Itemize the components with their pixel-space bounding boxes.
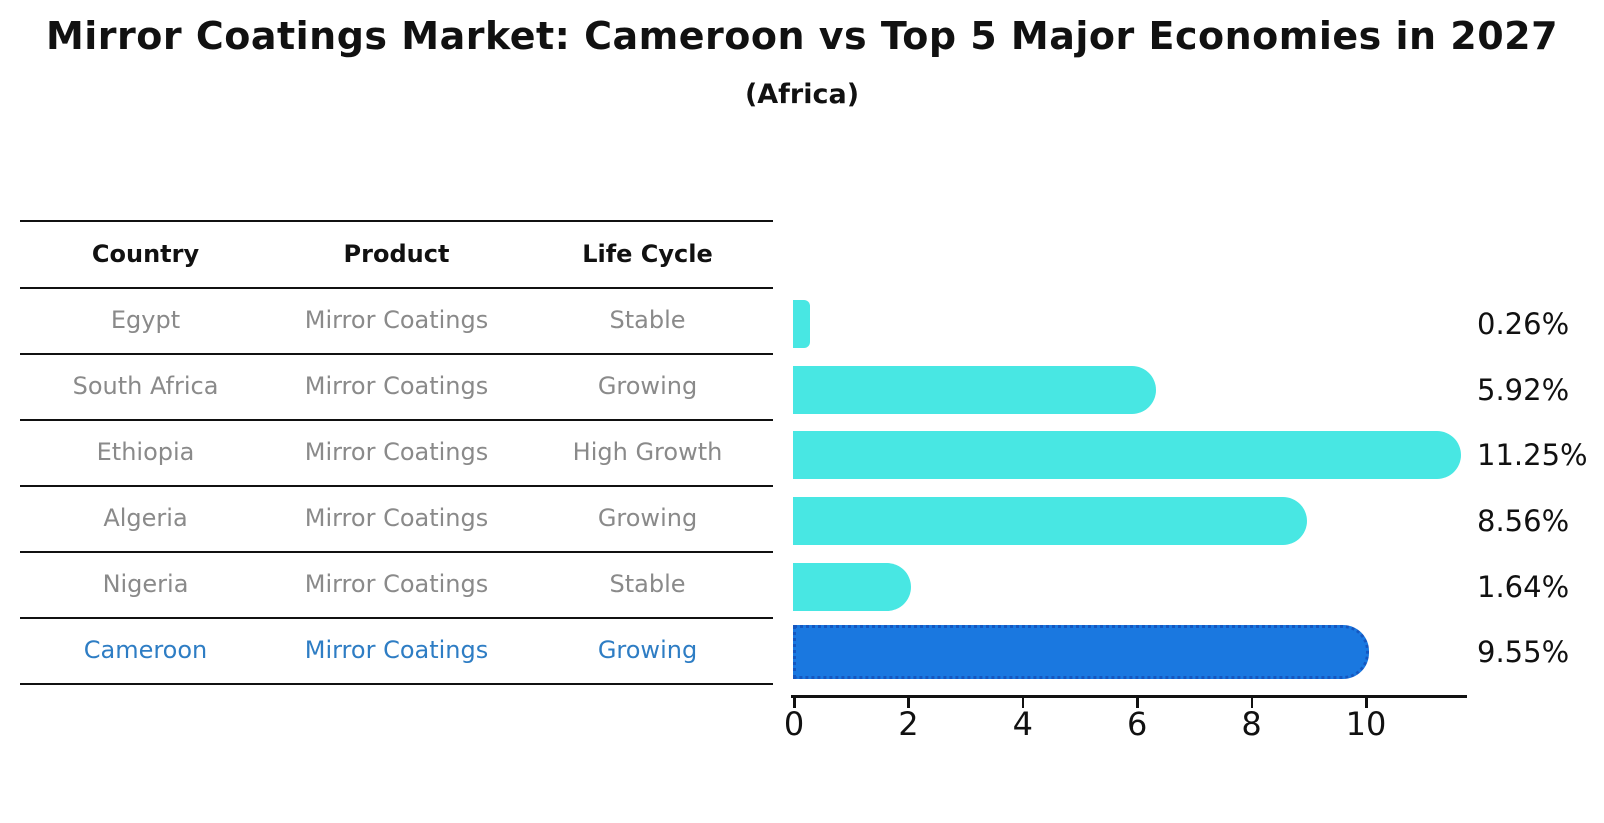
country-table: Country Product Life Cycle Egypt Mirror C… [20,220,773,685]
cell-country: Cameroon [83,636,208,664]
cell-product: Mirror Coatings [304,438,489,466]
cell-product: Mirror Coatings [304,504,489,532]
cell-country: Nigeria [102,570,189,598]
table-row-egypt: Egypt Mirror Coatings Stable [20,289,773,355]
table-row-ethiopia: Ethiopia Mirror Coatings High Growth [20,421,773,487]
x-tick [1365,698,1368,708]
x-axis-line [791,695,1467,698]
column-header-country: Country [91,240,200,268]
column-header-product: Product [343,240,450,268]
x-tick [793,698,796,708]
table-row-nigeria: Nigeria Mirror Coatings Stable [20,553,773,619]
table-header-row: Country Product Life Cycle [20,220,773,289]
cell-life-cycle: Growing [597,372,698,400]
x-tick [1136,698,1139,708]
bar-south-africa [793,365,1156,414]
value-label-cameroon: 9.55% [1477,635,1570,670]
column-header-lifecycle: Life Cycle [582,240,713,268]
cell-product: Mirror Coatings [304,636,489,664]
cell-life-cycle: Stable [609,570,686,598]
table-row-algeria: Algeria Mirror Coatings Growing [20,487,773,553]
cell-country: Ethiopia [96,438,195,466]
value-label-egypt: 0.26% [1477,306,1570,341]
table-row-south-africa: South Africa Mirror Coatings Growing [20,355,773,421]
x-tick-label: 0 [783,705,805,743]
cell-country: Egypt [110,306,181,334]
bar-cameroon [793,625,1370,680]
bar-algeria [793,496,1307,545]
cell-product: Mirror Coatings [304,306,489,334]
cell-life-cycle: Stable [609,306,686,334]
cell-life-cycle: High Growth [572,438,723,466]
chart-title: Mirror Coatings Market: Cameroon vs Top … [45,14,1559,58]
x-tick-label: 8 [1241,705,1262,743]
cell-product: Mirror Coatings [304,570,489,598]
cell-country: South Africa [72,372,219,400]
value-label-nigeria: 1.64% [1477,569,1570,604]
x-tick-label: 10 [1345,705,1387,743]
cell-life-cycle: Growing [597,504,698,532]
cell-country: Algeria [103,504,188,532]
plot-area: 0 2 4 6 8 10 [784,291,1467,743]
table-body: Egypt Mirror Coatings Stable South Africa Mi… [20,289,773,685]
x-tick-label: 2 [898,705,919,743]
bar-nigeria [793,562,911,611]
x-tick-label: 6 [1127,705,1148,743]
cell-life-cycle: Growing [597,636,698,664]
value-label-south-africa: 5.92% [1477,372,1570,407]
x-tick [1250,698,1254,708]
bar-ethiopia [793,431,1461,480]
x-tick [907,698,910,708]
bar-egypt [793,299,810,348]
chart-subtitle: (Africa) [744,79,860,110]
value-label-algeria: 8.56% [1477,503,1570,538]
value-label-ethiopia: 11.25% [1477,438,1588,473]
x-tick-label: 4 [1012,705,1033,743]
table-row-cameroon: Cameroon Mirror Coatings Growing [20,619,773,685]
x-tick [1021,698,1025,708]
cell-product: Mirror Coatings [304,372,489,400]
